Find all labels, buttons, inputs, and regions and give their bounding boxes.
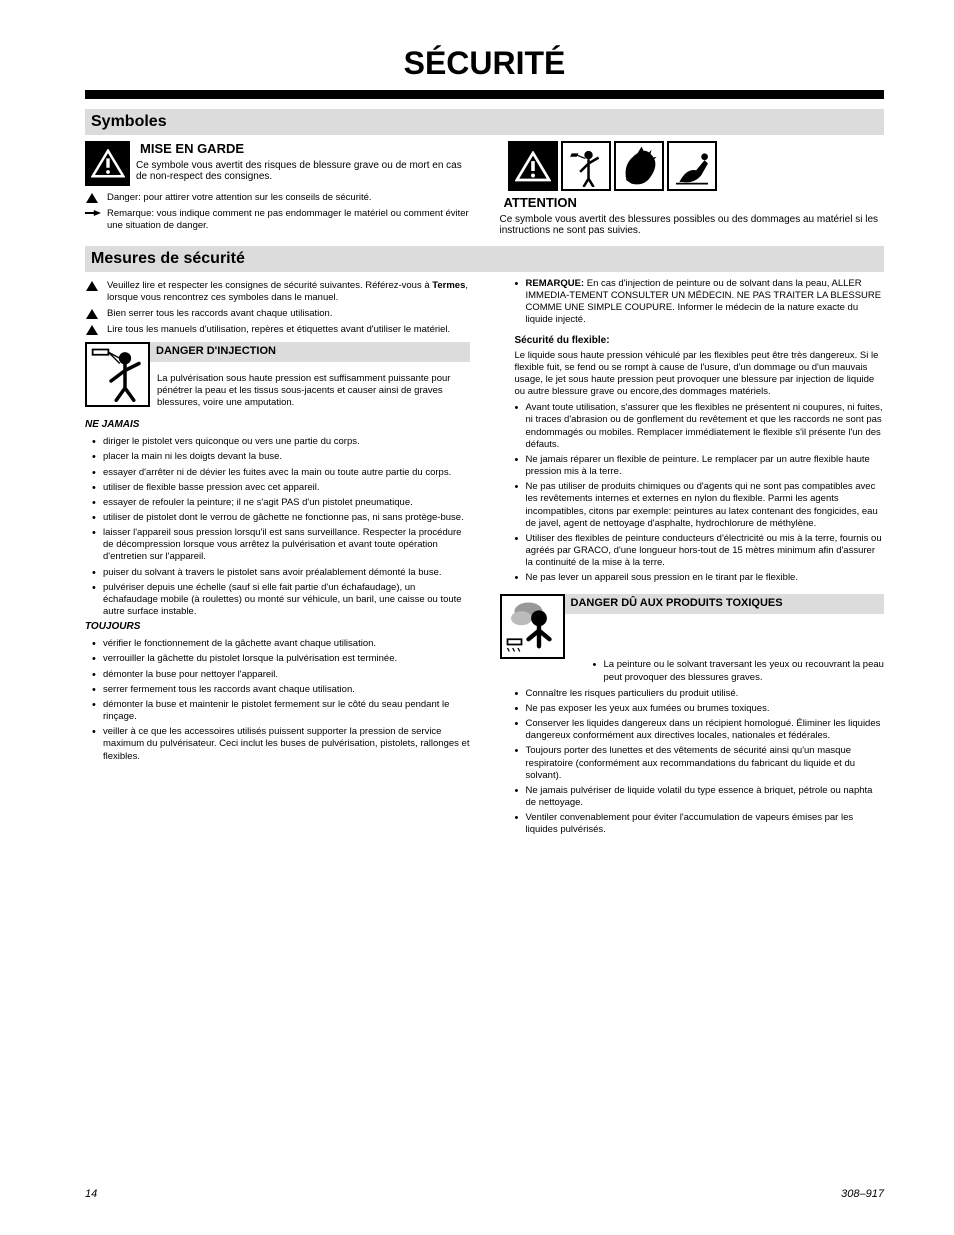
note-item: REMARQUE: En cas d'injection de peinture…	[526, 278, 885, 327]
list-item: Avant toute utilisation, s'assurer que l…	[526, 402, 885, 451]
pointer-icon	[85, 208, 107, 218]
symbols-band: Symboles	[85, 109, 884, 135]
injection-hazard-icon	[85, 342, 150, 407]
list-item: Ne pas exposer les yeux aux fumées ou br…	[526, 703, 885, 715]
left-column: Veuillez lire et respecter les consignes…	[85, 278, 470, 839]
danger-text: Danger: pour attirer votre attention sur…	[107, 192, 372, 204]
injection-person-icon	[561, 141, 611, 191]
list-item: Ventiler convenablement pour éviter l'ac…	[526, 812, 885, 836]
hazard-toxic: DANGER DÛ AUX PRODUITS TOXIQUES La peint…	[500, 594, 885, 836]
caution-def	[500, 141, 885, 191]
main-columns: Veuillez lire et respecter les consignes…	[85, 278, 884, 839]
list-item: essayer d'arrêter ni de dévier les fuite…	[103, 467, 470, 479]
list-item: Ne jamais pulvériser de liquide volatil …	[526, 785, 885, 809]
tighten-def: Bien serrer tous les raccords avant chaq…	[85, 308, 470, 320]
list-item: démonter la buse pour nettoyer l'apparei…	[103, 669, 470, 681]
doc-number: 308–917	[841, 1188, 884, 1200]
triangle-icon	[85, 280, 107, 292]
hazard-injection-head: DANGER D'INJECTION	[150, 342, 470, 362]
symbols-right: ATTENTION Ce symbole vous avertit des bl…	[500, 141, 885, 236]
hose-section: Sécurité du flexible: Le liquide sous ha…	[500, 335, 885, 585]
list-item: Connaître les risques particuliers du pr…	[526, 688, 885, 700]
always-head: TOUJOURS	[85, 621, 470, 632]
read-post: lorsque vous rencontrez ces symboles dan…	[107, 292, 338, 303]
toxic-list: Connaître les risques particuliers du pr…	[500, 688, 885, 837]
remark-text: Remarque: vous indique comment ne pas en…	[107, 208, 470, 232]
note-list: REMARQUE: En cas d'injection de peinture…	[500, 278, 885, 327]
alert-icon	[508, 141, 558, 191]
hose-head: Sécurité du flexible:	[500, 335, 885, 346]
page-number: 14	[85, 1188, 97, 1200]
hazard-injection: DANGER D'INJECTION La pulvérisation sous…	[85, 342, 470, 763]
hazard-toxic-row: DANGER DÛ AUX PRODUITS TOXIQUES	[500, 594, 885, 659]
pictogram-strip	[508, 141, 717, 191]
warning-def: MISE EN GARDE Ce symbole vous avertit de…	[85, 141, 470, 186]
readall-text: Lire tous les manuels d'utilisation, rep…	[107, 324, 450, 336]
list-item: essayer de refouler la peinture; il ne s…	[103, 497, 470, 509]
toxic-hazard-icon	[500, 594, 565, 659]
toxic-first: La peinture ou le solvant traversant les…	[604, 659, 885, 683]
danger-def: Danger: pour attirer votre attention sur…	[85, 192, 470, 204]
list-item: utiliser de flexible basse pression avec…	[103, 482, 470, 494]
list-item: Toujours porter des lunettes et des vête…	[526, 745, 885, 781]
hose-intro: Le liquide sous haute pression véhiculé …	[500, 350, 885, 399]
list-item: démonter la buse et maintenir le pistole…	[103, 699, 470, 723]
always-list: vérifier le fonctionnement de la gâchett…	[85, 638, 470, 762]
title-text: SÉCURITÉ	[85, 45, 884, 82]
list-item: diriger le pistolet vers quiconque ou ve…	[103, 436, 470, 448]
title-rule	[85, 90, 884, 99]
never-list: diriger le pistolet vers quiconque ou ve…	[85, 436, 470, 618]
list-item: utiliser de pistolet dont le verrou de g…	[103, 512, 470, 524]
readall-def: Lire tous les manuels d'utilisation, rep…	[85, 324, 470, 336]
caution-block: ATTENTION Ce symbole vous avertit des bl…	[500, 195, 885, 236]
caution-body: Ce symbole vous avertit des blessures po…	[500, 214, 885, 236]
remark-def: Remarque: vous indique comment ne pas en…	[85, 208, 470, 232]
read-bold: Termes	[432, 280, 465, 291]
hose-list: Avant toute utilisation, s'assurer que l…	[500, 402, 885, 584]
never-head: NE JAMAIS	[85, 419, 470, 430]
list-item: puiser du solvant à travers le pistolet …	[103, 567, 470, 579]
list-item: Conserver les liquides dangereux dans un…	[526, 718, 885, 742]
read-def: Veuillez lire et respecter les consignes…	[85, 280, 470, 304]
alert-triangle-icon	[85, 141, 130, 186]
symbols-columns: MISE EN GARDE Ce symbole vous avertit de…	[85, 141, 884, 236]
page-title: SÉCURITÉ	[85, 45, 884, 82]
read-pre: Veuillez lire et respecter les consignes…	[107, 280, 430, 291]
warning-heading: MISE EN GARDE	[140, 141, 470, 156]
list-item: Ne pas lever un appareil sous pression e…	[526, 572, 885, 584]
list-item: verrouiller la gâchette du pistolet lors…	[103, 653, 470, 665]
list-item: pulvériser depuis une échelle (sauf si e…	[103, 582, 470, 618]
triangle-icon	[85, 308, 107, 320]
list-item: vérifier le fonctionnement de la gâchett…	[103, 638, 470, 650]
hand-injury-icon	[614, 141, 664, 191]
list-item: laisser l'appareil sous pression lorsqu'…	[103, 527, 470, 563]
triangle-icon	[85, 324, 107, 336]
list-item: Ne pas utiliser de produits chimiques ou…	[526, 481, 885, 530]
warning-text-block: MISE EN GARDE Ce symbole vous avertit de…	[136, 141, 470, 182]
safety-band: Mesures de sécurité	[85, 246, 884, 272]
note-bold: REMARQUE:	[526, 278, 587, 289]
triangle-icon	[85, 192, 107, 204]
list-item: Utiliser des flexibles de peinture condu…	[526, 533, 885, 569]
list-item: veiller à ce que les accessoires utilisé…	[103, 726, 470, 762]
list-item: serrer fermement tous les raccords avant…	[103, 684, 470, 696]
hazard-toxic-head: DANGER DÛ AUX PRODUITS TOXIQUES	[565, 594, 885, 614]
list-item: placer la main ni les doigts devant la b…	[103, 451, 470, 463]
read-text: Veuillez lire et respecter les consignes…	[107, 280, 470, 304]
right-column: REMARQUE: En cas d'injection de peinture…	[500, 278, 885, 839]
list-item: Ne jamais réparer un flexible de peintur…	[526, 454, 885, 478]
caution-heading: ATTENTION	[504, 195, 885, 210]
symbols-left: MISE EN GARDE Ce symbole vous avertit de…	[85, 141, 470, 236]
hazard-injection-intro: La pulvérisation sous haute pression est…	[157, 373, 470, 409]
warning-body: Ce symbole vous avertit des risques de b…	[136, 160, 470, 182]
slip-hazard-icon	[667, 141, 717, 191]
tighten-text: Bien serrer tous les raccords avant chaq…	[107, 308, 332, 320]
